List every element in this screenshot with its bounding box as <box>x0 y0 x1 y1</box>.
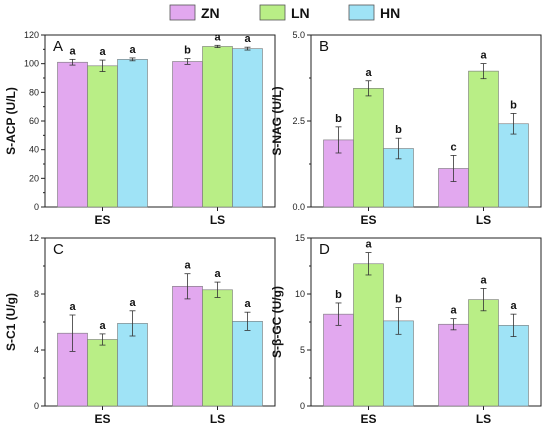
legend-swatch-ln <box>259 4 286 21</box>
y-axis-label: S-β-GC (U/g) <box>270 286 284 358</box>
y-tick-label: 0 <box>300 401 305 411</box>
y-tick-label: 0 <box>34 401 39 411</box>
bar-zn-es <box>323 313 354 407</box>
significance-letter: a <box>480 274 487 286</box>
bar-zn-ls <box>172 61 203 208</box>
significance-letter: a <box>69 301 76 313</box>
bar-ln-ls <box>202 46 233 208</box>
panel-label: B <box>319 38 329 55</box>
significance-letter: a <box>129 297 136 309</box>
panel-label: A <box>53 38 63 55</box>
x-tick-label-ls: LS <box>476 412 491 426</box>
y-tick-label: 120 <box>24 30 39 40</box>
significance-letter: b <box>335 113 342 125</box>
significance-letter: a <box>214 31 221 43</box>
legend-label-ln: LN <box>291 5 310 21</box>
bar-ln-es <box>353 88 384 208</box>
bar-hn-ls <box>232 48 263 208</box>
bar-ln-es <box>87 65 118 208</box>
panel-c: 0 4 8 12 S-C1 (U/g) C ES a a a LS a a a <box>4 233 276 426</box>
bar-ln-ls <box>468 299 499 407</box>
significance-letter: a <box>214 268 221 280</box>
y-axis-label: S-ACP (U/L) <box>4 87 18 155</box>
bar-ln-es <box>87 339 118 407</box>
legend-swatch-hn <box>348 4 375 21</box>
panel-a: 0 20 40 60 80 100 120 S-ACP (U/L) A ES a a a LS b a a <box>4 30 276 227</box>
bar-hn-ls <box>232 320 263 407</box>
y-tick-label: 10 <box>295 289 305 299</box>
x-tick-label-es: ES <box>360 412 376 426</box>
y-tick-label: 12 <box>29 233 39 243</box>
y-tick-label: 5 <box>300 345 305 355</box>
significance-letter: a <box>510 300 517 312</box>
significance-letter: a <box>184 260 191 272</box>
significance-letter: a <box>244 298 251 310</box>
significance-letter: a <box>365 239 372 251</box>
y-tick-label: 5.0 <box>292 30 305 40</box>
y-tick-label: 20 <box>29 173 39 183</box>
significance-letter: c <box>450 141 456 153</box>
bar-hn-es <box>117 323 148 407</box>
y-tick-label: 15 <box>295 233 305 243</box>
legend: ZN LN HN <box>169 4 400 21</box>
bar-hn-es <box>383 320 414 407</box>
x-tick-label-ls: LS <box>210 412 225 426</box>
bar-ln-es <box>353 263 384 407</box>
significance-letter: a <box>365 67 372 79</box>
legend-swatch-zn <box>169 4 196 21</box>
panel-label: D <box>319 241 330 258</box>
y-axis-label: S-C1 (U/g) <box>4 293 18 351</box>
bar-hn-ls <box>498 123 529 208</box>
bar-ln-ls <box>202 289 233 407</box>
y-tick-label: 4 <box>34 345 39 355</box>
bar-hn-es <box>383 148 414 208</box>
y-tick-label: 8 <box>34 289 39 299</box>
bar-ln-ls <box>468 70 499 208</box>
panel-label: C <box>53 241 64 258</box>
x-tick-label-es: ES <box>94 412 110 426</box>
x-tick-label-es: ES <box>94 213 110 227</box>
significance-letter: b <box>335 289 342 301</box>
significance-letter: b <box>510 99 517 111</box>
bar-hn-ls <box>498 325 529 407</box>
panel-d: 0 5 10 15 S-β-GC (U/g) D ES b a b LS a a a <box>270 233 542 426</box>
panel-b: 0.0 2.5 5.0 S-NAG (U/L) B ES b a b LS c a b <box>270 30 542 227</box>
significance-letter: a <box>99 320 106 332</box>
bar-zn-es <box>57 61 88 208</box>
significance-letter: b <box>395 124 402 136</box>
significance-letter: b <box>184 45 191 57</box>
y-tick-label: 0.0 <box>292 202 305 212</box>
bar-hn-es <box>117 59 148 208</box>
bar-zn-ls <box>438 323 469 407</box>
significance-letter: a <box>480 50 487 62</box>
y-tick-label: 80 <box>29 87 39 97</box>
significance-letter: a <box>69 45 76 57</box>
x-tick-label-ls: LS <box>476 213 491 227</box>
y-tick-label: 40 <box>29 145 39 155</box>
significance-letter: a <box>129 44 136 56</box>
significance-letter: a <box>244 33 251 45</box>
significance-letter: a <box>450 305 457 317</box>
x-tick-label-ls: LS <box>210 213 225 227</box>
y-tick-label: 100 <box>24 59 39 69</box>
x-tick-label-es: ES <box>360 213 376 227</box>
significance-letter: b <box>395 293 402 305</box>
legend-label-zn: ZN <box>201 5 220 21</box>
bar-zn-ls <box>172 285 203 407</box>
legend-label-hn: HN <box>380 5 400 21</box>
significance-letter: a <box>99 46 106 58</box>
y-tick-label: 2.5 <box>292 116 305 126</box>
y-tick-label: 60 <box>29 116 39 126</box>
y-tick-label: 0 <box>34 202 39 212</box>
y-axis-label: S-NAG (U/L) <box>270 86 284 155</box>
